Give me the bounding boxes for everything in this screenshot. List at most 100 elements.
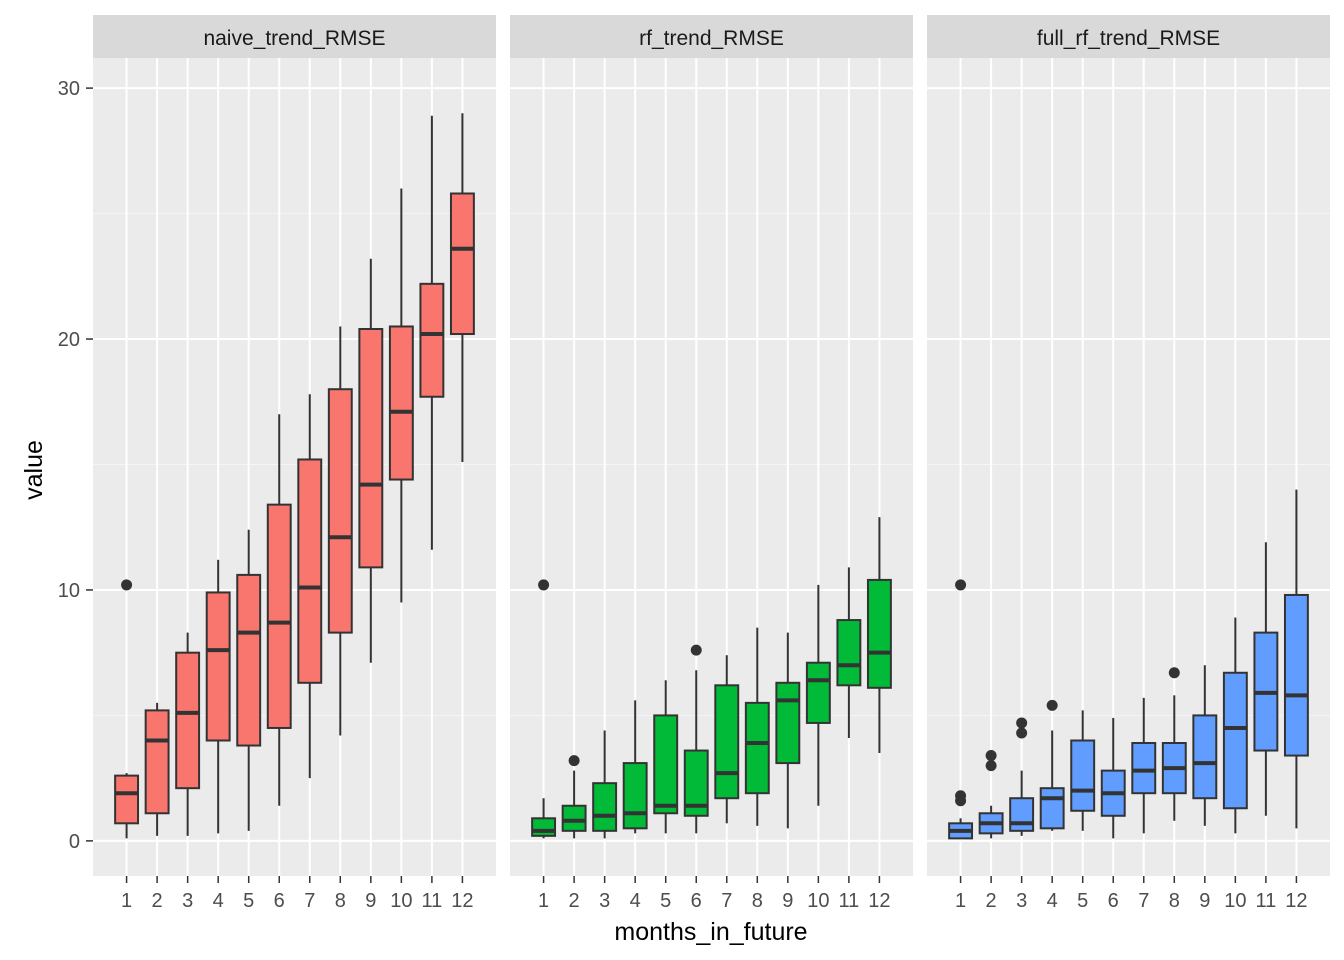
outlier-point [985,750,997,762]
box-group [449,113,475,462]
outlier-point [568,755,580,767]
box-group [419,115,445,550]
box [388,325,414,481]
outlier-point [1046,699,1058,711]
box-group [144,702,170,836]
x-tick-label: 4 [213,890,224,912]
box [175,651,201,790]
box-group [836,567,862,738]
box-group [531,579,557,839]
box-group [561,755,587,839]
x-tick-label: 2 [569,890,580,912]
box-group [1283,489,1309,829]
box-group [266,414,292,806]
box-group [1131,697,1157,834]
box [1222,671,1248,810]
x-tick-label: 1 [538,890,549,912]
box [358,327,384,569]
x-tick-label: 11 [1256,890,1277,912]
box [449,192,475,336]
box [205,591,231,742]
box [1039,787,1065,830]
x-tick-label: 7 [304,890,315,912]
box-group [1009,717,1035,836]
box-group [775,632,801,829]
y-tick-label: 30 [58,78,80,100]
outlier-point [955,579,967,591]
x-tick-label: 5 [243,890,254,912]
box-group [744,627,770,826]
box [1192,714,1218,800]
box [714,684,740,800]
facet-strip [510,15,913,58]
box [653,714,679,815]
x-tick-label: 8 [752,890,763,912]
box [531,817,557,837]
outlier-point [1168,667,1180,679]
outlier-point [690,644,702,656]
box-group [948,579,974,840]
x-tick-label: 3 [182,890,193,912]
facet-strip [927,15,1330,58]
x-tick-label: 9 [1199,890,1210,912]
box-group [866,517,892,754]
outlier-point [121,579,133,591]
x-tick-label: 8 [335,890,346,912]
outlier-point [1016,727,1028,739]
box [561,804,587,832]
box-group [358,258,384,663]
box-group [683,644,709,834]
box [1009,797,1035,832]
box-group [978,750,1004,839]
outlier-point [985,760,997,772]
box-group [1161,667,1187,821]
box-group [805,584,831,806]
x-tick-label: 7 [721,890,732,912]
box-group [1100,717,1126,839]
box-group [327,326,353,736]
box [1283,593,1309,757]
x-tick-label: 10 [390,890,412,912]
box [144,709,170,815]
box [744,701,770,795]
box [683,749,709,817]
x-tick-label: 12 [1285,890,1307,912]
x-tick-label: 6 [274,890,285,912]
x-tick-label: 5 [660,890,671,912]
x-tick-label: 5 [1077,890,1088,912]
x-tick-label: 4 [1047,890,1058,912]
x-tick-label: 1 [955,890,966,912]
panel-background [510,58,913,876]
x-tick-label: 6 [691,890,702,912]
x-tick-label: 6 [1108,890,1119,912]
box [297,458,323,684]
box-group [1039,699,1065,831]
box-group [388,188,414,603]
box-group [714,655,740,824]
box-group [175,632,201,836]
y-axis-title: value [20,440,48,500]
facet-strip-label: rf_trend_RMSE [639,27,784,50]
box-group [297,394,323,779]
x-tick-label: 3 [599,890,610,912]
x-tick-label: 12 [451,890,473,912]
box-group [592,730,618,839]
box-group [1070,710,1096,831]
box-group [205,559,231,834]
x-tick-label: 7 [1138,890,1149,912]
x-tick-label: 8 [1169,890,1180,912]
outlier-point [1016,717,1028,729]
x-tick-label: 12 [868,890,890,912]
x-tick-label: 3 [1016,890,1027,912]
box [114,774,140,825]
outlier-point [955,790,967,802]
box [327,388,353,634]
box-group [622,700,648,834]
x-tick-label: 10 [1224,890,1246,912]
box-group [653,680,679,834]
facet-strip [93,15,496,58]
